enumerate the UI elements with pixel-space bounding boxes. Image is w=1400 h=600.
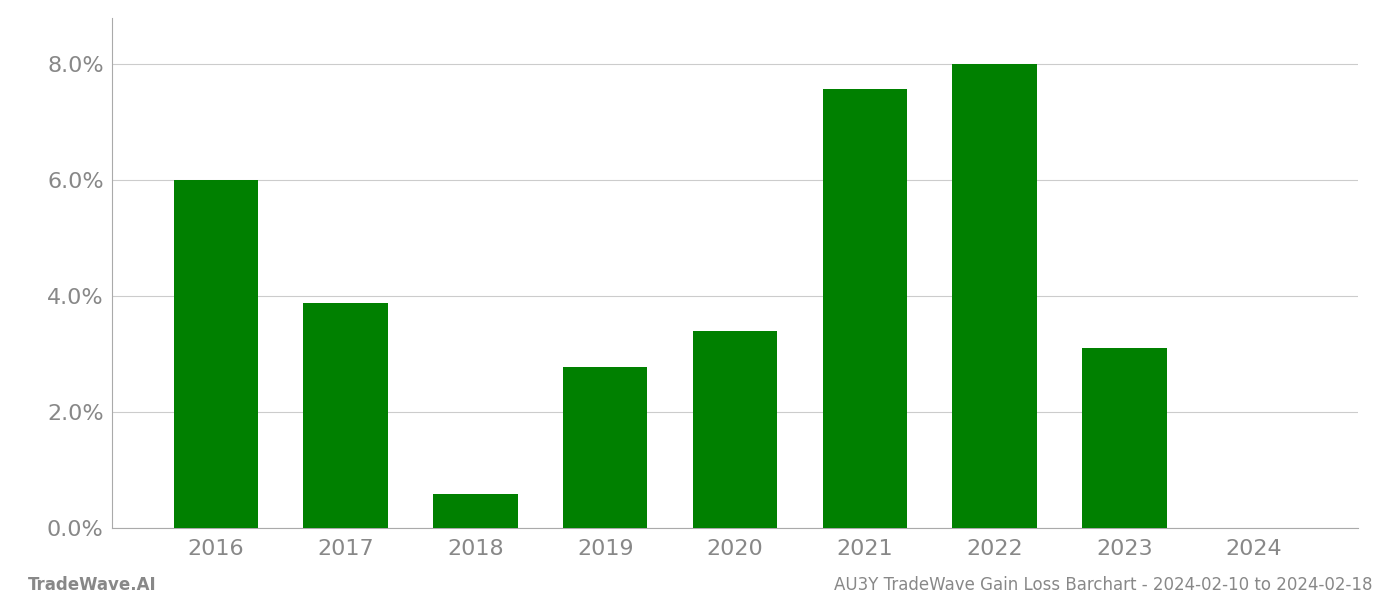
Bar bbox=[823, 89, 907, 528]
Bar bbox=[1082, 349, 1166, 528]
Bar bbox=[174, 179, 258, 528]
Bar bbox=[952, 64, 1037, 528]
Bar bbox=[433, 494, 518, 528]
Bar bbox=[304, 303, 388, 528]
Text: AU3Y TradeWave Gain Loss Barchart - 2024-02-10 to 2024-02-18: AU3Y TradeWave Gain Loss Barchart - 2024… bbox=[833, 576, 1372, 594]
Bar bbox=[693, 331, 777, 528]
Bar bbox=[563, 367, 647, 528]
Text: TradeWave.AI: TradeWave.AI bbox=[28, 576, 157, 594]
